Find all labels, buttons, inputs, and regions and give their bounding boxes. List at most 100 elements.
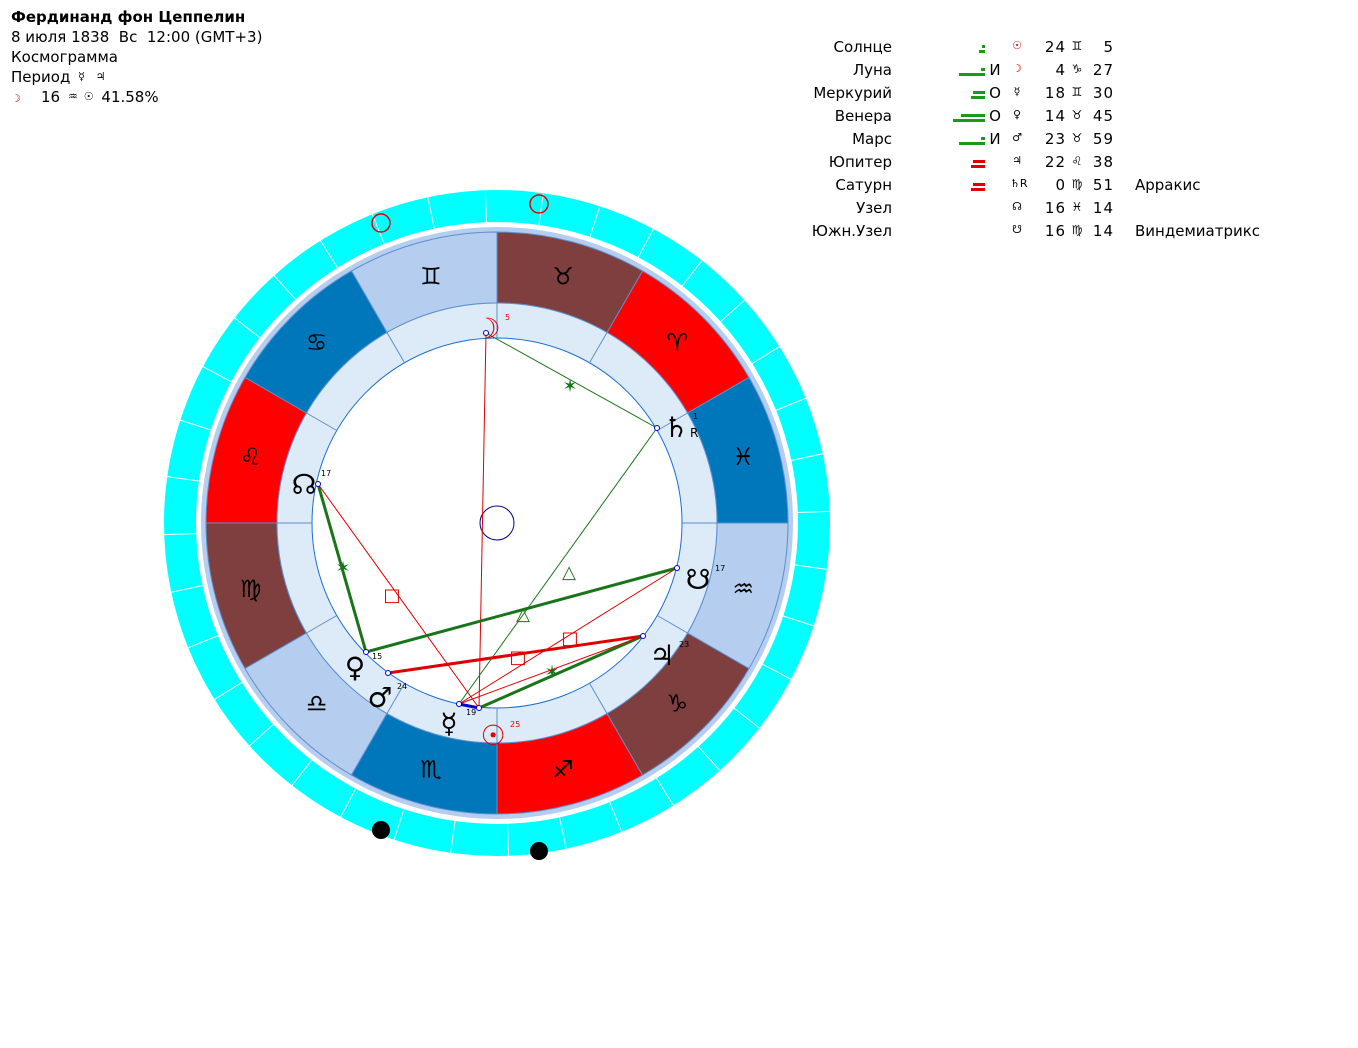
outer-ring-divider [790, 563, 827, 570]
planet-name: Венера [834, 107, 892, 125]
mercury-icon: ☿ [78, 70, 85, 83]
outer-ring-divider [167, 476, 204, 483]
aspect-line [458, 567, 678, 705]
person-name: Фердинанд фон Цеппелин [11, 8, 246, 26]
planet-condition: О [989, 107, 1001, 125]
planet-minutes: 27 [1092, 61, 1114, 79]
planet-icon[interactable]: ☽ [475, 312, 500, 345]
strength-bars [945, 179, 985, 195]
strength-bar [959, 73, 985, 76]
planet-point [640, 633, 646, 639]
fixed-star-marker [371, 213, 391, 233]
house-divider [306, 615, 338, 634]
fixed-star-dot [530, 842, 548, 860]
planet-degree-label: 1 [693, 412, 698, 421]
planet-degree: 16 [1044, 222, 1066, 240]
zodiac-sign-icon: ♊ [420, 263, 442, 291]
planet-name: Меркурий [813, 84, 892, 102]
planet-icon: ☽ [1012, 62, 1022, 75]
planet-point [363, 649, 369, 655]
outer-ring-divider [587, 206, 601, 242]
planet-icon: ♀ [1012, 108, 1022, 121]
outer-ring-divider [778, 613, 814, 627]
planet-name: Юпитер [828, 153, 892, 171]
planet-degree: 23 [1044, 130, 1066, 148]
planet-degree: 4 [1055, 61, 1066, 79]
planet-point [456, 701, 462, 707]
birth-datetime: 8 июля 1838 Вс 12:00 (GMT+3) [11, 28, 263, 46]
strength-bar [953, 119, 985, 122]
planet-icon[interactable]: ☿ [440, 707, 457, 740]
planet-degree-label: 5 [505, 313, 510, 322]
planet-icon[interactable]: ☊ [292, 468, 317, 501]
outer-ring-divider [607, 797, 623, 832]
outer-ring-divider [291, 755, 316, 786]
strength-bar [961, 114, 985, 117]
aspect-line [387, 634, 644, 675]
planet-icon[interactable]: ♃ [649, 639, 674, 672]
planet-minutes: 14 [1092, 199, 1114, 217]
planet-minutes: 5 [1103, 38, 1114, 56]
outer-ring-divider [786, 453, 823, 462]
square-aspect-icon: □ [561, 628, 578, 649]
planet-condition: И [989, 130, 1001, 148]
outer-ring-divider [180, 419, 216, 433]
chart-header: Фердинанд фон Цеппелин 8 июля 1838 Вс 12… [11, 7, 262, 109]
outer-ring-divider [484, 190, 488, 228]
strength-bar [973, 160, 985, 163]
square-aspect-icon: □ [383, 585, 400, 606]
jupiter-icon: ♃ [95, 70, 106, 83]
planet-degree-label: 25 [510, 720, 520, 729]
zodiac-sign-icon: ♒ [733, 575, 755, 603]
strength-bar [981, 68, 985, 71]
planet-row: Солнце ☉ 24 ♊ 5 [790, 38, 1350, 61]
outer-ring-divider [635, 228, 654, 262]
house-divider [386, 682, 405, 714]
planet-icon[interactable]: ♀ [345, 651, 366, 684]
planet-degree-label: 17 [321, 469, 331, 478]
house-divider [306, 412, 338, 431]
strength-bar [973, 183, 985, 186]
strength-bars [945, 41, 985, 57]
zodiac-sign-icon: ♑ [667, 689, 689, 717]
planet-minutes: 38 [1092, 153, 1114, 171]
planet-icon[interactable]: ♄ [663, 411, 688, 444]
zodiac-sign-icon: ♍ [1071, 177, 1083, 191]
planet-degree: 24 [1044, 38, 1066, 56]
outer-ring-divider [758, 661, 792, 680]
planet-icon: ☿ [1013, 85, 1021, 98]
planet-degree: 16 [1044, 199, 1066, 217]
planet-row: Узел ☊ 16 ♓ 14 [790, 199, 1350, 222]
outer-ring-divider [249, 720, 278, 747]
aspect-line [478, 634, 644, 710]
zodiac-sign-icon: ♌ [1071, 154, 1083, 168]
planet-icon: ☉ [1012, 39, 1022, 52]
planet-name: Южн.Узел [811, 222, 892, 240]
outer-ring-divider [450, 816, 457, 853]
planet-row: Меркурий О ☿ 18 ♊ 30 [790, 84, 1350, 107]
outer-ring-divider [320, 240, 341, 273]
outer-ring-divider [653, 773, 674, 806]
planet-icon[interactable]: ☉ [480, 719, 505, 752]
period-line: Период ☿ ♃ [11, 68, 106, 86]
planet-minutes: 30 [1092, 84, 1114, 102]
outer-ring-divider [792, 510, 830, 514]
fixed-star-dot [372, 821, 390, 839]
planet-point [476, 705, 482, 711]
planet-icon[interactable]: ♂ [367, 681, 392, 714]
planet-point [483, 330, 489, 336]
outer-ring-divider [188, 633, 223, 649]
house-divider [589, 332, 608, 364]
planet-icon: ☋ [1012, 223, 1022, 236]
strength-bars [945, 64, 985, 80]
zodiac-sign-icon: ♉ [1071, 131, 1083, 145]
planet-icon: ☊ [1012, 200, 1022, 213]
zodiac-sign-icon: ♑ [1071, 62, 1083, 76]
aspect-line [458, 635, 644, 705]
planet-point [654, 425, 660, 431]
zodiac-sign-icon: ♏ [420, 755, 442, 783]
zodiac-sign-icon: ♎ [306, 689, 328, 717]
planet-icon[interactable]: ☋ [686, 563, 711, 596]
outer-ring-divider [393, 804, 407, 840]
